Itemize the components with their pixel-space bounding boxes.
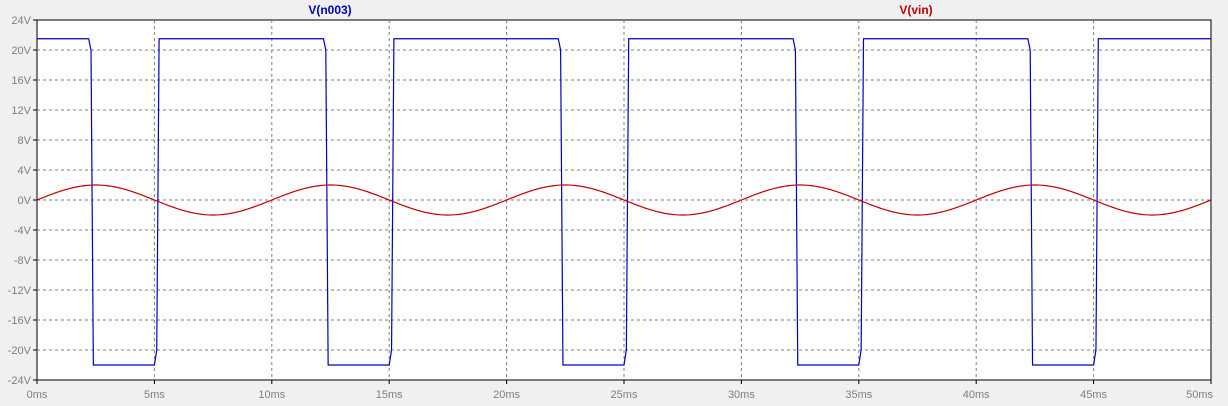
y-tick-label: 4V xyxy=(18,165,32,177)
x-tick-label: 20ms xyxy=(493,389,520,401)
x-tick-label: 45ms xyxy=(1080,389,1107,401)
y-tick-label: -8V xyxy=(14,255,32,267)
x-tick-label: 15ms xyxy=(376,389,403,401)
x-tick-label: 0ms xyxy=(27,389,48,401)
traces xyxy=(36,38,1212,366)
x-tick-label: 50ms xyxy=(1186,389,1213,401)
legend-vin[interactable]: V(vin) xyxy=(899,3,932,17)
y-tick-label: 0V xyxy=(18,195,32,207)
y-tick-label: 20V xyxy=(11,45,31,57)
y-tick-label: 8V xyxy=(18,135,32,147)
legend-vn003[interactable]: V(n003) xyxy=(308,3,351,17)
x-tick-labels: 0ms 5ms 10ms 15ms 20ms 25ms 30ms 35ms 40ms 45ms 50… xyxy=(27,380,1213,401)
y-tick-label: 24V xyxy=(11,15,31,27)
x-tick-label: 30ms xyxy=(728,389,755,401)
y-tick-label: -12V xyxy=(8,285,32,297)
y-tick-label: -4V xyxy=(14,225,32,237)
y-tick-label: 16V xyxy=(11,75,31,87)
x-tick-label: 10ms xyxy=(258,389,285,401)
y-tick-label: -16V xyxy=(8,315,32,327)
series-line-vin[interactable] xyxy=(36,184,1212,216)
y-tick-label: -24V xyxy=(8,375,32,387)
series-line-vn003[interactable] xyxy=(37,38,1211,366)
y-tick-labels: 24V 20V 16V 12V 8V 4V 0V -4V -8V -12V -16V -20V -24V xyxy=(8,15,37,387)
x-tick-label: 35ms xyxy=(845,389,872,401)
y-tick-label: -20V xyxy=(8,345,32,357)
x-tick-label: 40ms xyxy=(963,389,990,401)
x-tick-label: 25ms xyxy=(611,389,638,401)
y-tick-label: 12V xyxy=(11,105,31,117)
x-tick-label: 5ms xyxy=(144,389,165,401)
